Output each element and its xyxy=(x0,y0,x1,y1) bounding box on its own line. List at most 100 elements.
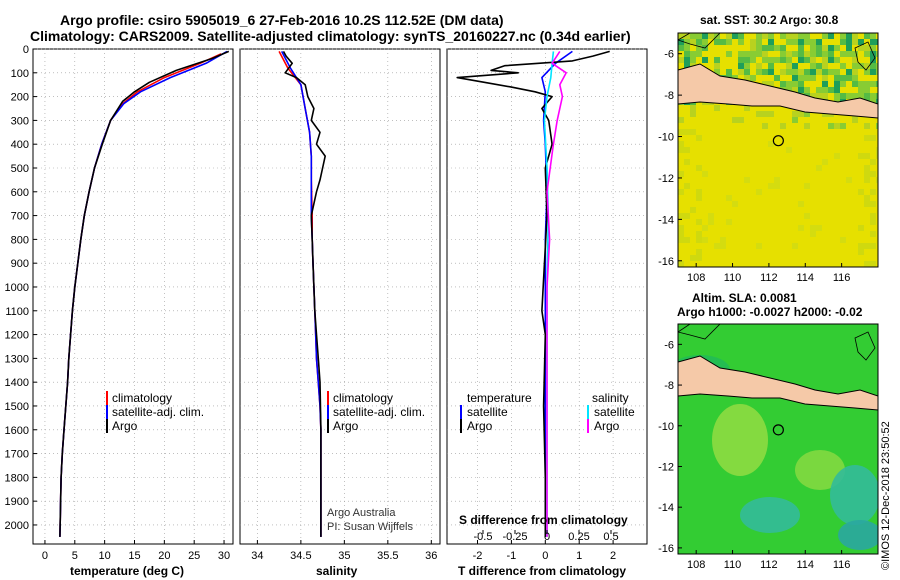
sst-cell xyxy=(792,75,798,81)
sst-cell xyxy=(846,33,852,39)
sst-cell xyxy=(678,213,684,219)
sst-cell xyxy=(876,51,878,57)
y-tick-label: 800 xyxy=(11,234,29,246)
legend-label-t-argo: Argo xyxy=(467,419,493,433)
y-tick-label: 1800 xyxy=(5,472,29,484)
sst-cell xyxy=(852,69,858,75)
sst-cell xyxy=(696,165,702,171)
map-x-tick-label: 114 xyxy=(796,559,814,571)
sst-cell xyxy=(696,33,702,39)
sst-map-frame xyxy=(677,32,879,268)
x-tick-label: 10 xyxy=(99,550,111,562)
sst-cell xyxy=(816,39,822,45)
sst-cell xyxy=(852,117,858,123)
legend-label-argo: Argo xyxy=(333,419,359,433)
sst-cell xyxy=(816,45,822,51)
sst-cell xyxy=(786,81,792,87)
map-x-tick-label: 112 xyxy=(760,272,778,284)
sst-cell xyxy=(840,33,846,39)
sst-cell xyxy=(786,87,792,93)
sst-cell xyxy=(810,57,816,63)
sst-cell xyxy=(684,51,690,57)
sst-cell xyxy=(876,153,878,159)
sst-cell xyxy=(876,93,878,99)
sst-cell xyxy=(702,33,708,39)
sst-cell xyxy=(744,51,750,57)
legend-label-satellite: satellite-adj. clim. xyxy=(112,405,204,419)
sla-map-frame xyxy=(677,323,879,555)
sst-cell xyxy=(798,39,804,45)
sst-cell xyxy=(714,243,720,249)
x-tick-label: 25 xyxy=(188,550,200,562)
sst-cell xyxy=(846,39,852,45)
sst-cell xyxy=(702,171,708,177)
sst-cell xyxy=(870,159,876,165)
sst-cell xyxy=(798,45,804,51)
map-y-tick-label: -14 xyxy=(658,214,674,226)
y-tick-label: 600 xyxy=(11,187,29,199)
sst-cell xyxy=(780,45,786,51)
sst-cell xyxy=(792,243,798,249)
x-tick-label: 1 xyxy=(576,550,582,562)
x-tick-label: 15 xyxy=(128,550,140,562)
sst-cell xyxy=(840,51,846,57)
sst-cell xyxy=(792,39,798,45)
sst-cell xyxy=(756,63,762,69)
sst-cell xyxy=(762,57,768,63)
sst-cell xyxy=(834,123,840,129)
y-tick-label: 2000 xyxy=(5,520,29,532)
sst-cell xyxy=(864,261,870,267)
map-y-tick-label: -8 xyxy=(664,90,674,102)
sst-cell xyxy=(684,129,690,135)
sst-cell xyxy=(864,45,870,51)
sst-cell xyxy=(804,33,810,39)
sst-cell xyxy=(864,69,870,75)
sst-cell xyxy=(696,135,702,141)
sst-cell xyxy=(870,81,876,87)
sst-cell xyxy=(738,33,744,39)
sst-cell xyxy=(858,153,864,159)
sst-cell xyxy=(786,39,792,45)
temperature-plot-frame xyxy=(32,48,234,545)
sst-cell xyxy=(714,63,720,69)
sst-cell xyxy=(678,45,684,51)
sst-cell xyxy=(726,195,732,201)
y-tick-label: 1500 xyxy=(5,401,29,413)
sst-cell xyxy=(870,171,876,177)
sst-cell xyxy=(768,57,774,63)
sst-cell xyxy=(822,69,828,75)
sst-cell xyxy=(762,33,768,39)
map-y-tick-label: -12 xyxy=(658,461,674,473)
sst-cell xyxy=(798,201,804,207)
sst-cell xyxy=(864,165,870,171)
sst-cell xyxy=(750,75,756,81)
sst-cell xyxy=(690,207,696,213)
sst-cell xyxy=(804,69,810,75)
sst-cell xyxy=(696,231,702,237)
sst-cell xyxy=(690,33,696,39)
sst-cell xyxy=(804,75,810,81)
sst-cell xyxy=(738,57,744,63)
sst-cell xyxy=(750,57,756,63)
sst-cell xyxy=(684,39,690,45)
sst-cell xyxy=(744,75,750,81)
sst-cell xyxy=(678,33,684,39)
sst-cell xyxy=(678,225,684,231)
sst-cell xyxy=(678,57,684,63)
sst-cell xyxy=(864,135,870,141)
y-tick-label: 1000 xyxy=(5,282,29,294)
sst-cell xyxy=(780,57,786,63)
sst-cell xyxy=(858,45,864,51)
sst-cell xyxy=(774,57,780,63)
sla-argo-position-marker xyxy=(772,424,784,436)
sst-cell xyxy=(846,177,852,183)
sst-cell xyxy=(858,39,864,45)
sst-cell xyxy=(810,45,816,51)
sst-cell xyxy=(864,81,870,87)
sst-cell xyxy=(870,135,876,141)
sst-cell xyxy=(846,51,852,57)
legend-label-climatology: climatology xyxy=(333,391,393,405)
sst-cell xyxy=(804,87,810,93)
sst-cell xyxy=(780,33,786,39)
y-tick-label: 400 xyxy=(11,139,29,151)
